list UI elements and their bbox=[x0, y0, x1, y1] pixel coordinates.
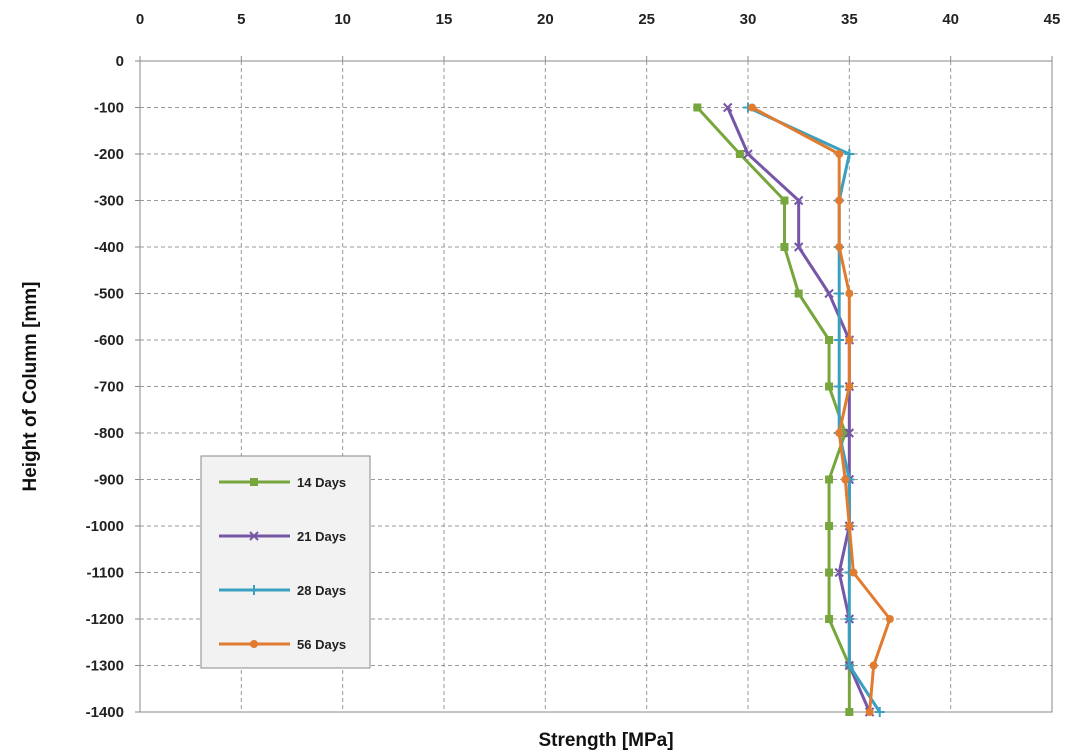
x-axis-title: Strength [MPa] bbox=[538, 730, 673, 751]
data-point-dot bbox=[748, 103, 757, 112]
data-point-x bbox=[249, 531, 259, 541]
data-point-plus bbox=[844, 149, 855, 159]
data-point-square bbox=[825, 336, 834, 344]
data-point-square bbox=[693, 103, 702, 112]
data-point-dot bbox=[845, 289, 854, 298]
y-tick-label: -500 bbox=[94, 286, 124, 303]
data-point-x bbox=[793, 242, 804, 252]
x-tick-label: 0 bbox=[136, 11, 144, 28]
y-tick-label: -1200 bbox=[86, 611, 124, 628]
data-point-dot bbox=[835, 243, 844, 251]
data-point-plus bbox=[844, 614, 855, 624]
legend-label: 28 Days bbox=[297, 583, 346, 598]
x-axis-ticks: 0 5 10 15 20 25 30 35 40 45 bbox=[136, 11, 1061, 61]
data-point-square bbox=[825, 382, 834, 391]
data-point-dot bbox=[849, 568, 858, 577]
data-point-dot bbox=[835, 196, 844, 205]
data-point-square bbox=[825, 568, 834, 577]
data-point-dot bbox=[841, 475, 850, 484]
data-point-square bbox=[825, 522, 834, 530]
data-point-plus bbox=[834, 381, 845, 392]
y-axis-ticks: 0 -100 -200 -300 -400 -500 -600 -700 -800 -900 -10… bbox=[86, 53, 140, 721]
y-tick-label: -1000 bbox=[86, 518, 124, 535]
data-point-x bbox=[793, 195, 804, 206]
x-tick-label: 40 bbox=[942, 11, 959, 28]
data-point-dot bbox=[845, 336, 854, 344]
data-point-square bbox=[825, 475, 834, 484]
series-4 bbox=[748, 103, 894, 716]
data-point-plus bbox=[834, 288, 845, 299]
data-point-dot bbox=[885, 615, 894, 623]
data-point-plus bbox=[874, 707, 885, 717]
x-tick-label: 35 bbox=[841, 11, 858, 28]
legend-item: 28 Days bbox=[219, 583, 346, 598]
data-point-square bbox=[794, 289, 803, 298]
data-point-square bbox=[780, 196, 789, 205]
y-tick-label: -1100 bbox=[86, 565, 124, 582]
data-point-plus bbox=[249, 585, 259, 595]
legend-item: 14 Days bbox=[219, 475, 346, 490]
x-tick-label: 10 bbox=[334, 11, 351, 28]
data-point-plus bbox=[844, 660, 855, 671]
y-tick-label: -600 bbox=[94, 332, 124, 349]
x-tick-label: 20 bbox=[537, 11, 554, 28]
series-group bbox=[693, 102, 894, 717]
series-line bbox=[696, 106, 851, 712]
data-point-square bbox=[735, 150, 744, 158]
y-tick-label: -700 bbox=[94, 379, 124, 396]
data-point-x bbox=[844, 428, 855, 438]
y-tick-label: -200 bbox=[94, 146, 124, 163]
data-point-dot bbox=[845, 382, 854, 391]
y-axis-title: Height of Column [mm] bbox=[20, 281, 41, 491]
data-point-square bbox=[250, 478, 258, 486]
data-point-x bbox=[743, 149, 753, 159]
data-point-dot bbox=[835, 429, 844, 437]
legend-label: 56 Days bbox=[297, 637, 346, 652]
legend: 14 Days 21 Days 28 Days 56 Days bbox=[200, 455, 371, 669]
data-point-x bbox=[824, 288, 834, 299]
data-point-square bbox=[825, 615, 834, 623]
y-tick-label: 0 bbox=[116, 53, 124, 70]
legend-item: 21 Days bbox=[219, 529, 346, 544]
data-point-dot bbox=[250, 640, 258, 648]
x-tick-label: 45 bbox=[1044, 11, 1061, 28]
x-tick-label: 5 bbox=[237, 11, 245, 28]
data-point-square bbox=[780, 243, 789, 251]
data-point-dot bbox=[865, 708, 874, 716]
legend-label: 21 Days bbox=[297, 529, 346, 544]
data-point-dot bbox=[869, 661, 878, 670]
y-tick-label: -900 bbox=[94, 472, 124, 489]
series-line bbox=[726, 106, 871, 713]
y-tick-label: -300 bbox=[94, 193, 124, 210]
y-tick-label: -1400 bbox=[86, 704, 124, 721]
data-point-plus bbox=[834, 335, 845, 345]
y-tick-label: -800 bbox=[94, 425, 124, 442]
y-tick-label: -400 bbox=[94, 239, 124, 256]
x-tick-label: 15 bbox=[436, 11, 453, 28]
data-point-x bbox=[834, 567, 844, 578]
x-tick-label: 30 bbox=[740, 11, 757, 28]
legend-item: 56 Days bbox=[219, 637, 346, 652]
series-line bbox=[751, 106, 892, 713]
data-point-dot bbox=[835, 150, 844, 158]
data-point-square bbox=[845, 708, 854, 716]
x-tick-label: 25 bbox=[638, 11, 655, 28]
legend-label: 14 Days bbox=[297, 475, 346, 490]
data-point-x bbox=[723, 102, 733, 113]
y-tick-label: -1300 bbox=[86, 658, 124, 675]
data-point-dot bbox=[845, 522, 854, 530]
legend-box bbox=[200, 455, 371, 669]
y-tick-label: -100 bbox=[94, 100, 124, 117]
data-point-square bbox=[841, 429, 850, 437]
